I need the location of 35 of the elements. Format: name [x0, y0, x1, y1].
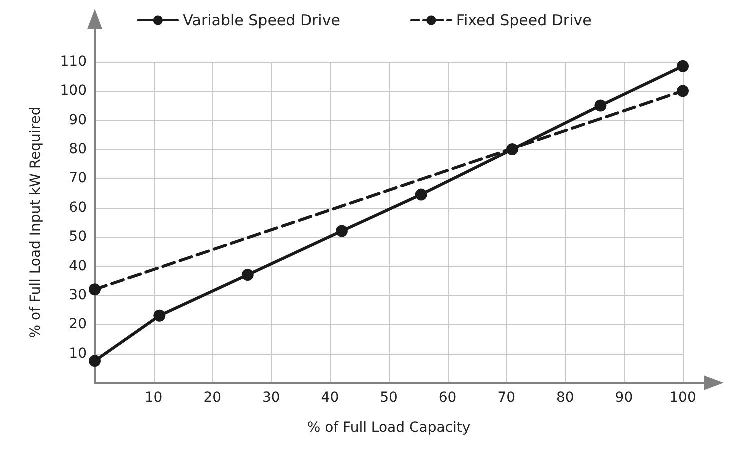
y-tick-label: 10 — [69, 346, 87, 362]
point — [594, 100, 607, 112]
x-tick-label: 50 — [380, 390, 398, 406]
point — [506, 144, 518, 156]
point — [336, 225, 348, 238]
x-axis-title: % of Full Load Capacity — [307, 420, 471, 436]
point — [677, 60, 689, 72]
legend-label: Variable Speed Drive — [183, 12, 340, 30]
point — [89, 355, 101, 368]
x-tick-label: 90 — [615, 390, 634, 406]
x-tick-label: 20 — [204, 390, 222, 406]
x-tick-label: 80 — [556, 390, 574, 406]
point — [677, 85, 689, 98]
y-tick-label: 20 — [69, 316, 87, 333]
point — [89, 284, 101, 296]
y-tick-label: 60 — [69, 200, 87, 216]
x-tick-label: 30 — [262, 390, 280, 406]
x-tick-label: 60 — [438, 390, 457, 406]
x-tick-label: 40 — [321, 390, 340, 406]
point — [242, 269, 254, 282]
y-tick-label: 50 — [69, 229, 87, 246]
x-tick-label: 70 — [498, 390, 516, 406]
point — [415, 188, 428, 201]
x-tick-label: 100 — [670, 390, 696, 406]
y-tick-label: 110 — [60, 54, 87, 70]
legend-label: Fixed Speed Drive — [456, 12, 592, 30]
point — [154, 310, 166, 322]
x-tick-label: 10 — [144, 390, 163, 406]
y-tick-label: 90 — [69, 112, 87, 128]
y-tick-label: 30 — [69, 287, 87, 304]
y-tick-label: 70 — [69, 170, 87, 187]
y-axis-title: % of Full Load Input kW Required — [28, 106, 44, 338]
y-tick-label: 80 — [69, 142, 87, 158]
y-tick-label: 100 — [60, 83, 87, 100]
y-tick-label: 40 — [69, 258, 87, 274]
